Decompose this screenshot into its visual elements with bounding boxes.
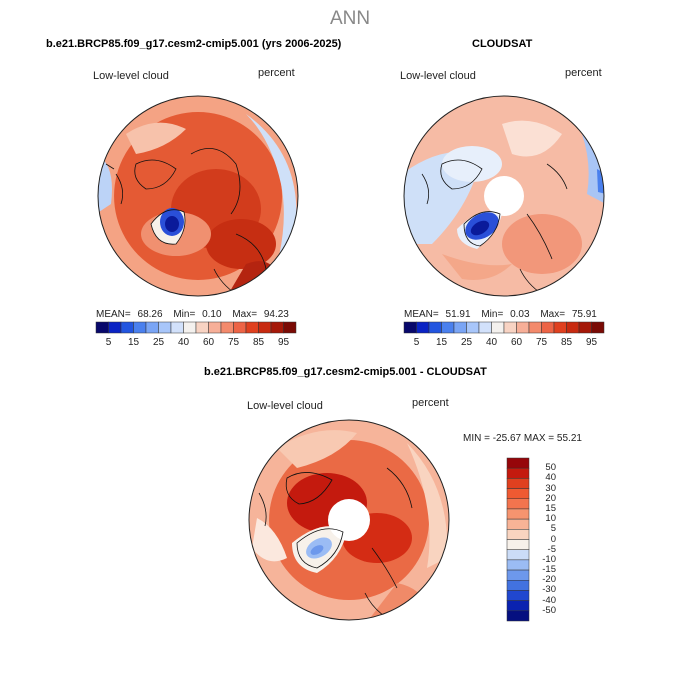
colorbar-tick-label: -50: [542, 604, 556, 616]
diff-colorbar-ticks: 50 40 30 20 15 10 5 0 -5 -10 -15 -20 -30 -40 -50: [528, 458, 568, 621]
model-colorbar-ticks: 5 15 25 40 60 75 85 95: [96, 337, 296, 351]
colorbar-tick-label: 75: [535, 337, 548, 348]
colorbar-tick-label: 40: [485, 337, 498, 348]
obs-units-label: percent: [565, 67, 602, 79]
diff-variable-label: Low-level cloud: [247, 400, 323, 412]
colorbar-tick-label: 85: [560, 337, 573, 348]
colorbar-swatch: [270, 321, 284, 334]
colorbar-swatch: [528, 321, 542, 334]
diff-minmax: MIN = -25.67 MAX = 55.21: [463, 433, 582, 444]
colorbar-swatch: [120, 321, 134, 334]
colorbar-tick-label: 5: [413, 337, 420, 348]
colorbar-swatch: [245, 321, 259, 334]
colorbar-tick-label: -30: [542, 584, 556, 596]
colorbar-swatch: [195, 321, 209, 334]
colorbar-swatch: [183, 321, 197, 334]
colorbar-swatch: [208, 321, 222, 334]
colorbar-swatch: [566, 321, 580, 334]
colorbar-swatch: [453, 321, 467, 334]
colorbar-tick-label: 25: [152, 337, 165, 348]
colorbar-swatch: [158, 321, 172, 334]
model-stats: MEAN= 68.26 Min= 0.10 Max= 94.23: [96, 309, 289, 320]
colorbar-tick-label: 5: [105, 337, 112, 348]
colorbar-tick-label: 95: [277, 337, 290, 348]
colorbar-tick-label: 30: [545, 482, 556, 494]
colorbar-tick-label: 60: [202, 337, 215, 348]
model-variable-label: Low-level cloud: [93, 70, 169, 82]
diff-panel-title: b.e21.BRCP85.f09_g17.cesm2-cmip5.001 - C…: [204, 366, 487, 378]
colorbar-swatch: [506, 610, 530, 622]
colorbar-tick-label: 40: [177, 337, 190, 348]
colorbar-swatch: [95, 321, 109, 334]
colorbar-tick-label: 15: [435, 337, 448, 348]
colorbar-swatch: [220, 321, 234, 334]
model-units-label: percent: [258, 67, 295, 79]
colorbar-tick-label: 10: [545, 513, 556, 525]
colorbar-swatch: [428, 321, 442, 334]
colorbar-tick-label: 5: [550, 523, 556, 535]
obs-panel-title: CLOUDSAT: [472, 38, 533, 50]
colorbar-swatch: [403, 321, 417, 334]
colorbar-swatch: [258, 321, 272, 334]
colorbar-tick-label: 85: [252, 337, 265, 348]
colorbar-swatch: [108, 321, 122, 334]
colorbar-tick-label: 0: [550, 533, 556, 545]
obs-colorbar: [403, 321, 605, 334]
colorbar-swatch: [578, 321, 592, 334]
colorbar-tick-label: -10: [542, 553, 556, 565]
diff-units-label: percent: [412, 397, 449, 409]
colorbar-swatch: [466, 321, 480, 334]
colorbar-swatch: [416, 321, 430, 334]
colorbar-swatch: [553, 321, 567, 334]
colorbar-tick-label: 40: [545, 472, 556, 484]
colorbar-tick-label: 95: [585, 337, 598, 348]
figure-title: ANN: [329, 8, 371, 29]
colorbar-swatch: [145, 321, 159, 334]
colorbar-tick-label: -5: [547, 543, 556, 555]
colorbar-tick-label: 50: [545, 462, 556, 474]
colorbar-tick-label: 20: [545, 492, 556, 504]
colorbar-swatch: [591, 321, 605, 334]
colorbar-swatch: [283, 321, 297, 334]
diff-polar-map: [248, 419, 450, 621]
colorbar-tick-label: -40: [542, 594, 556, 606]
model-panel-title: b.e21.BRCP85.f09_g17.cesm2-cmip5.001 (yr…: [46, 38, 342, 50]
colorbar-swatch: [516, 321, 530, 334]
colorbar-tick-label: 15: [545, 502, 556, 514]
obs-stats: MEAN= 51.91 Min= 0.03 Max= 75.91: [404, 309, 597, 320]
colorbar-tick-label: -20: [542, 574, 556, 586]
colorbar-swatch: [541, 321, 555, 334]
colorbar-swatch: [491, 321, 505, 334]
colorbar-swatch: [233, 321, 247, 334]
obs-colorbar-ticks: 5 15 25 40 60 75 85 95: [404, 337, 604, 351]
colorbar-tick-label: -15: [542, 564, 556, 576]
model-polar-map: [97, 95, 299, 297]
colorbar-tick-label: 25: [460, 337, 473, 348]
diff-colorbar: [506, 457, 530, 622]
colorbar-swatch: [478, 321, 492, 334]
colorbar-swatch: [441, 321, 455, 334]
obs-variable-label: Low-level cloud: [400, 70, 476, 82]
colorbar-swatch: [503, 321, 517, 334]
model-colorbar: [95, 321, 297, 334]
colorbar-tick-label: 15: [127, 337, 140, 348]
colorbar-tick-label: 75: [227, 337, 240, 348]
colorbar-tick-label: 60: [510, 337, 523, 348]
colorbar-swatch: [133, 321, 147, 334]
colorbar-swatch: [170, 321, 184, 334]
obs-polar-map: [403, 95, 605, 297]
